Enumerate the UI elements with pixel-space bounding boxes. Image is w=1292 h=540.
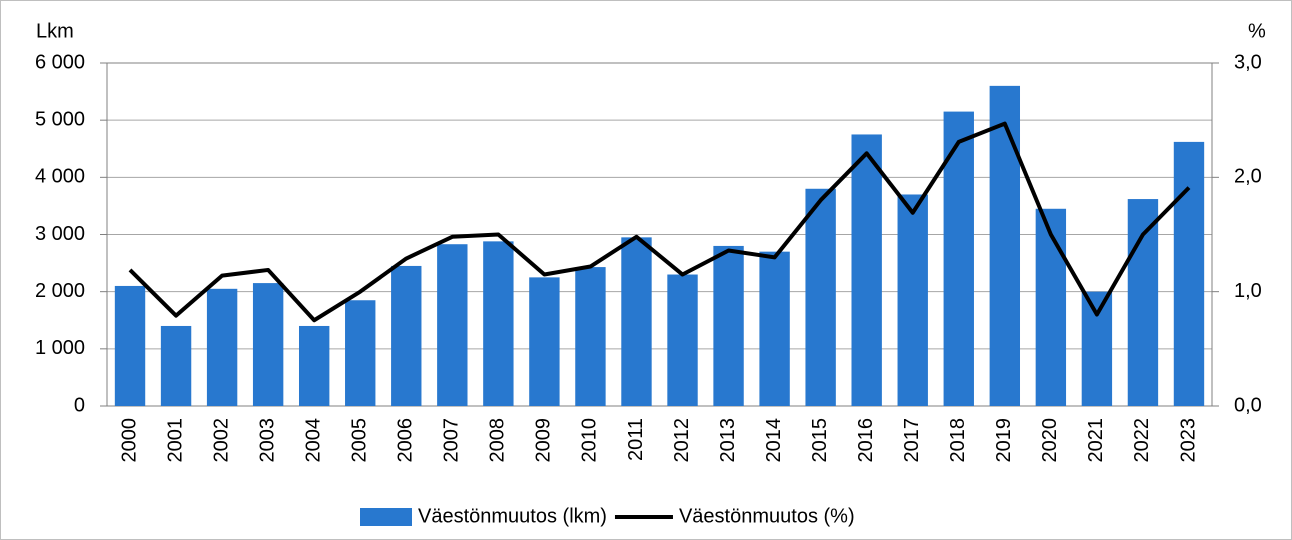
bar — [1127, 199, 1159, 406]
x-tick-label: 2006 — [395, 418, 417, 463]
bar — [575, 267, 606, 406]
x-tick-label: 2016 — [855, 418, 877, 463]
x-tick-label: 2007 — [441, 418, 463, 463]
bar — [1081, 291, 1113, 406]
bar — [713, 245, 744, 406]
legend-label: Väestönmuutos (lkm) — [418, 505, 607, 527]
x-tick-label: 2019 — [993, 418, 1015, 463]
x-tick-label: 2010 — [579, 418, 601, 463]
y-tick-label: 2 000 — [35, 280, 85, 302]
x-tick-label: 2011 — [625, 418, 647, 461]
x-tick-label: 2009 — [533, 418, 555, 463]
y2-tick-label: 3,0 — [1234, 51, 1262, 73]
x-tick-label: 2003 — [256, 418, 278, 463]
y-tick-label: 5 000 — [35, 108, 85, 130]
bar — [437, 244, 468, 406]
y2-axis-label: % — [1248, 20, 1266, 42]
bar — [1173, 141, 1205, 406]
y-tick-label: 3 000 — [35, 223, 85, 245]
y2-tick-label: 0,0 — [1234, 394, 1262, 416]
x-tick-label: 2001 — [164, 418, 186, 463]
x-tick-label: 2002 — [210, 418, 232, 463]
bar — [206, 288, 238, 406]
bar — [759, 251, 790, 406]
x-tick-label: 2005 — [349, 418, 371, 463]
x-tick-label: 2020 — [1039, 418, 1061, 463]
bar — [851, 134, 882, 407]
bar — [160, 325, 192, 406]
y-tick-label: 0 — [74, 394, 85, 416]
bar — [1035, 208, 1067, 406]
bar — [897, 194, 928, 406]
y-tick-label: 6 000 — [35, 51, 85, 73]
legend-label: Väestönmuutos (%) — [679, 505, 855, 527]
x-tick-label: 2023 — [1177, 418, 1199, 463]
bar — [529, 277, 560, 406]
y2-tick-label: 1,0 — [1234, 280, 1262, 302]
y-tick-label: 1 000 — [35, 337, 85, 359]
bar — [621, 237, 652, 406]
x-tick-label: 2000 — [118, 418, 140, 463]
bar — [298, 325, 330, 406]
bar — [114, 285, 146, 406]
x-tick-label: 2018 — [947, 418, 969, 463]
bar — [391, 265, 422, 406]
legend-swatch — [360, 508, 412, 526]
line — [128, 121, 1191, 323]
x-tick-label: 2021 — [1085, 418, 1107, 463]
bar — [667, 274, 698, 406]
y2-tick-label: 2,0 — [1234, 166, 1262, 188]
x-tick-label: 2022 — [1131, 418, 1153, 463]
x-tick-label: 2008 — [487, 418, 509, 463]
bar — [805, 188, 836, 406]
x-tick-label: 2004 — [302, 418, 324, 463]
y-tick-label: 4 000 — [35, 166, 85, 188]
x-tick-label: 2015 — [809, 418, 831, 463]
x-tick-label: 2014 — [763, 418, 785, 463]
bar — [483, 241, 514, 406]
bar — [252, 283, 284, 406]
bar — [989, 85, 1021, 406]
x-tick-label: 2017 — [901, 418, 923, 463]
y-axis-label: Lkm — [36, 20, 74, 42]
x-tick-label: 2013 — [717, 418, 739, 463]
plot-border — [106, 62, 1213, 407]
bar — [345, 300, 376, 406]
x-tick-label: 2012 — [671, 418, 693, 463]
